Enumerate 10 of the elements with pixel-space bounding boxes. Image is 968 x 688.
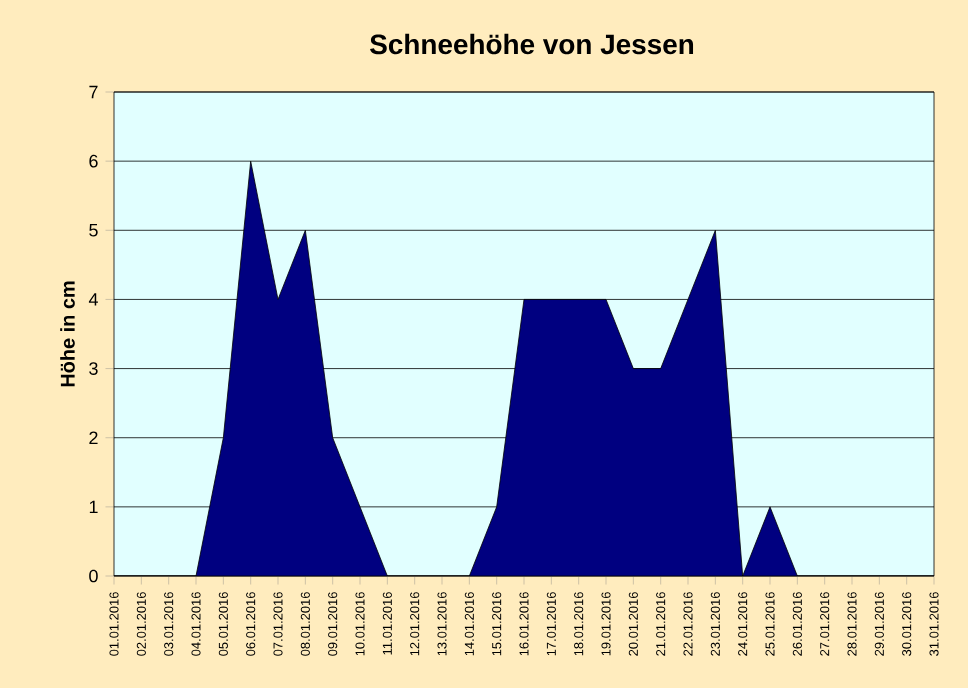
y-tick-label: 0 (89, 569, 98, 583)
y-tick-label: 5 (89, 224, 98, 237)
y-tick-label: 6 (89, 154, 98, 168)
y-tick-label: 7 (89, 85, 98, 99)
y-axis-title: Höhe in cm (60, 281, 75, 387)
y-tick-label: 2 (89, 431, 98, 444)
y-tick-label: 4 (88, 293, 98, 306)
y-tick-label: 3 (89, 362, 98, 375)
y-tick-label: 1 (89, 500, 98, 514)
chart-title: Schneehöhe von Jessen (370, 33, 694, 55)
